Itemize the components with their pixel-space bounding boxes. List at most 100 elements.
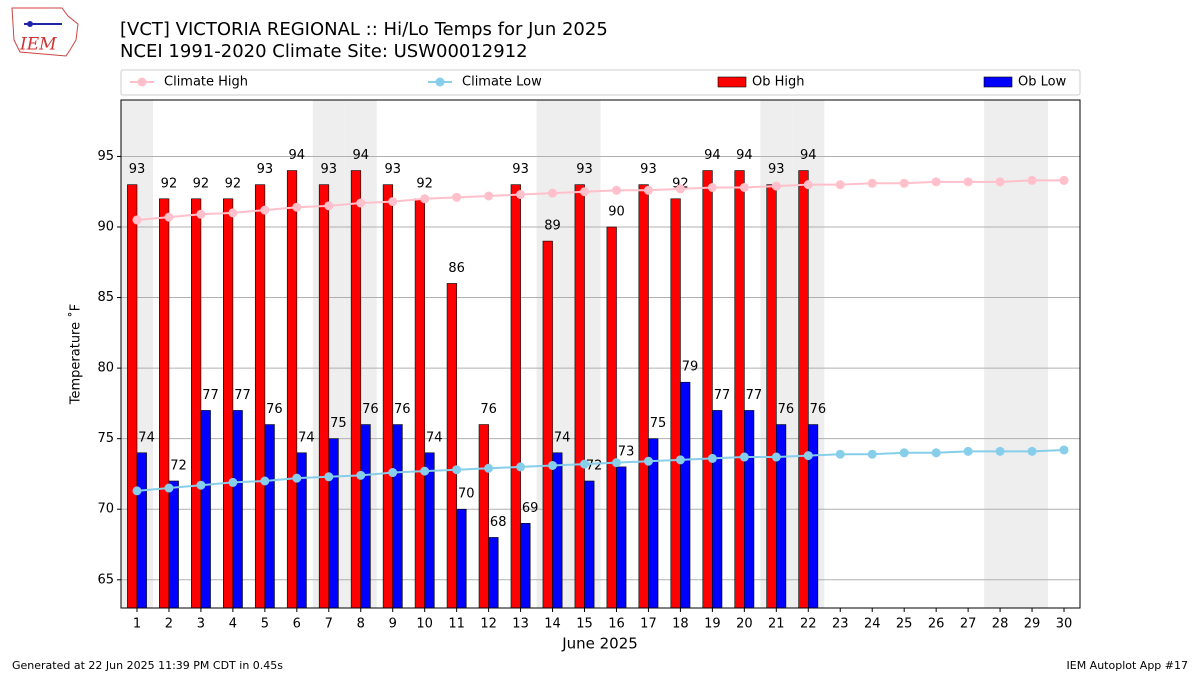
value-label: 72 bbox=[586, 459, 603, 474]
point bbox=[580, 187, 590, 197]
legend-swatch bbox=[137, 77, 147, 87]
bar bbox=[136, 452, 147, 609]
x-tick-label: 22 bbox=[800, 617, 817, 632]
y-tick-label: 80 bbox=[97, 361, 114, 376]
bar bbox=[574, 184, 585, 609]
point bbox=[835, 449, 845, 459]
x-tick-label: 16 bbox=[608, 617, 625, 632]
value-label: 92 bbox=[225, 176, 242, 191]
x-tick-label: 26 bbox=[928, 617, 945, 632]
logo-text: IEM bbox=[19, 35, 57, 55]
value-label: 70 bbox=[458, 487, 475, 502]
point bbox=[516, 462, 526, 472]
legend-box bbox=[120, 69, 1081, 96]
value-label: 94 bbox=[736, 148, 753, 163]
y-tick-label: 90 bbox=[97, 220, 114, 235]
value-label: 74 bbox=[426, 430, 443, 445]
x-tick-label: 8 bbox=[357, 617, 365, 632]
value-label: 74 bbox=[298, 430, 315, 445]
value-label: 93 bbox=[257, 162, 274, 177]
value-label: 92 bbox=[416, 176, 433, 191]
y-tick-label: 70 bbox=[97, 502, 114, 517]
bar bbox=[520, 523, 531, 609]
point bbox=[963, 177, 973, 187]
point bbox=[707, 453, 717, 463]
value-label: 76 bbox=[266, 402, 283, 417]
bar bbox=[232, 410, 243, 609]
legend-swatch bbox=[717, 76, 747, 88]
x-tick-label: 5 bbox=[261, 617, 269, 632]
x-tick-label: 23 bbox=[832, 617, 849, 632]
value-label: 76 bbox=[394, 402, 411, 417]
value-label: 77 bbox=[234, 388, 251, 403]
bar bbox=[798, 170, 809, 609]
point bbox=[643, 185, 653, 195]
value-label: 74 bbox=[554, 430, 571, 445]
value-label: 90 bbox=[608, 205, 625, 220]
value-label: 68 bbox=[490, 515, 507, 530]
bar bbox=[168, 480, 179, 609]
point bbox=[228, 208, 238, 218]
bar bbox=[414, 198, 425, 609]
line bbox=[136, 448, 1065, 492]
value-label: 74 bbox=[138, 430, 155, 445]
value-label: 76 bbox=[810, 402, 827, 417]
bar bbox=[670, 198, 681, 609]
point bbox=[803, 180, 813, 190]
bar bbox=[542, 240, 553, 609]
point bbox=[931, 448, 941, 458]
legend-label: Climate High bbox=[164, 75, 248, 90]
bar bbox=[734, 170, 745, 609]
value-label: 93 bbox=[384, 162, 401, 177]
bar bbox=[200, 410, 211, 609]
bar bbox=[318, 184, 330, 609]
legend-label: Climate Low bbox=[462, 75, 542, 90]
footer-left: Generated at 22 Jun 2025 11:39 PM CDT in… bbox=[12, 659, 283, 672]
bar bbox=[776, 424, 787, 609]
y-tick-label: 65 bbox=[97, 572, 114, 587]
bar bbox=[159, 198, 170, 609]
point bbox=[963, 446, 973, 456]
x-tick-label: 1 bbox=[133, 617, 141, 632]
point bbox=[867, 449, 877, 459]
x-tick-label: 18 bbox=[672, 617, 689, 632]
x-tick-label: 12 bbox=[480, 617, 497, 632]
point bbox=[484, 463, 494, 473]
plot-frame bbox=[120, 99, 1081, 609]
point bbox=[516, 190, 526, 200]
point bbox=[803, 451, 813, 461]
point bbox=[356, 470, 366, 480]
value-label: 93 bbox=[512, 162, 529, 177]
bar bbox=[584, 480, 595, 609]
x-tick-label: 3 bbox=[197, 617, 205, 632]
value-label: 69 bbox=[522, 501, 539, 516]
point bbox=[643, 456, 653, 466]
x-tick-label: 9 bbox=[389, 617, 397, 632]
x-tick-label: 28 bbox=[992, 617, 1009, 632]
value-label: 93 bbox=[768, 162, 785, 177]
value-label: 94 bbox=[704, 148, 721, 163]
point bbox=[899, 448, 909, 458]
bar bbox=[350, 170, 362, 609]
point bbox=[356, 198, 366, 208]
point bbox=[1027, 446, 1037, 456]
value-label: 72 bbox=[170, 459, 187, 474]
point bbox=[611, 185, 621, 195]
x-tick-label: 7 bbox=[325, 617, 333, 632]
value-label: 93 bbox=[129, 162, 146, 177]
value-label: 76 bbox=[480, 402, 497, 417]
point bbox=[164, 483, 174, 493]
bar bbox=[456, 508, 467, 609]
legend-label: Ob High bbox=[752, 75, 805, 90]
x-tick-label: 13 bbox=[512, 617, 529, 632]
bar bbox=[606, 226, 617, 609]
bar bbox=[254, 184, 266, 609]
point bbox=[995, 446, 1005, 456]
value-label: 73 bbox=[618, 444, 635, 459]
point bbox=[771, 181, 781, 191]
y-tick-label: 75 bbox=[97, 431, 114, 446]
bar bbox=[616, 466, 627, 609]
value-label: 77 bbox=[746, 388, 763, 403]
point bbox=[675, 184, 685, 194]
point bbox=[196, 209, 206, 219]
